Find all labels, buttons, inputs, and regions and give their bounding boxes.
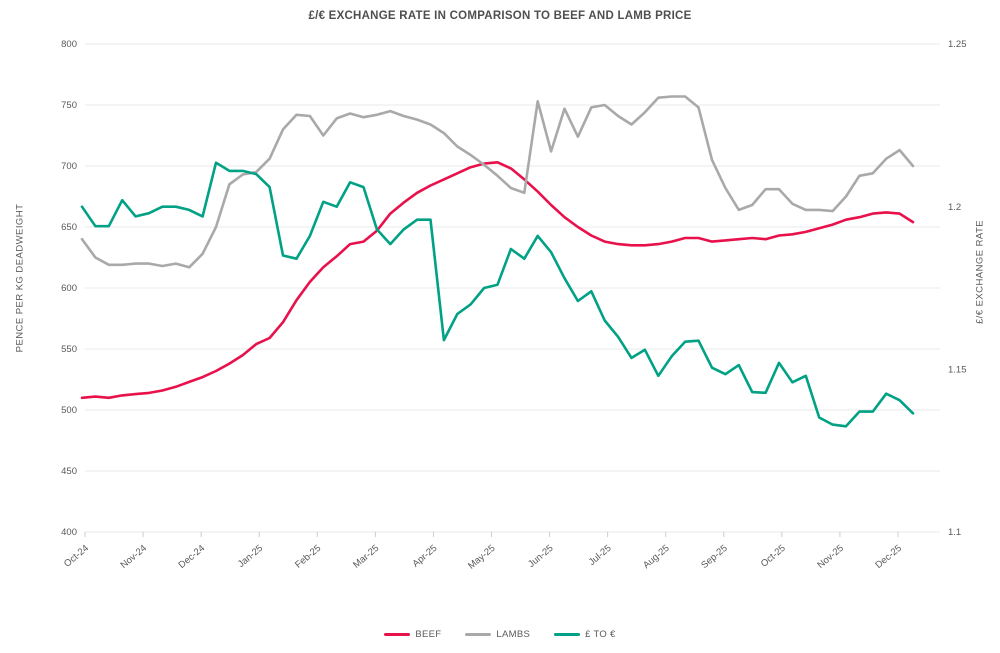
x-axis-tick-label: Jun-25 (526, 543, 555, 570)
left-axis-tick-label: 500 (61, 405, 77, 416)
left-axis-tick-label: 700 (61, 161, 77, 172)
left-axis-tick-label: 550 (61, 344, 77, 355)
legend-label: BEEF (415, 629, 442, 640)
series-line--to- (80, 161, 915, 428)
right-axis-tick-label: 1.15 (948, 365, 967, 376)
chart-title: £/€ EXCHANGE RATE IN COMPARISON TO BEEF … (308, 10, 692, 22)
right-axis-tick-label: 1.2 (948, 202, 961, 213)
x-axis-tick-label: Feb-25 (293, 543, 323, 571)
legend-label: £ TO € (585, 629, 616, 640)
legend-swatch (384, 633, 411, 636)
legend-item--to-[interactable]: £ TO € (554, 629, 616, 640)
left-axis-tick-label: 400 (61, 527, 77, 538)
legend-swatch (554, 633, 581, 636)
series-line-beef (80, 161, 915, 400)
x-axis-tick-label: Jan-25 (236, 543, 265, 570)
x-axis-tick-label: Jul-25 (587, 543, 614, 568)
left-axis-tick-label: 450 (61, 466, 77, 477)
left-axis-tick-label: 800 (61, 39, 77, 50)
left-axis-tick-label: 650 (61, 222, 77, 233)
legend-item-beef[interactable]: BEEF (384, 629, 441, 640)
x-axis-tick-label: Mar-25 (351, 543, 381, 571)
x-axis-tick-label: Nov-25 (815, 543, 846, 571)
right-axis-tick-label: 1.25 (948, 39, 967, 50)
series-line-lambs (80, 95, 915, 269)
legend-item-lambs[interactable]: LAMBS (465, 629, 530, 640)
right-axis-tick-label: 1.1 (948, 527, 961, 538)
legend-swatch (465, 633, 492, 636)
x-axis-tick-label: May-25 (466, 543, 497, 572)
left-axis-tick-label: 750 (61, 100, 77, 111)
x-axis-tick-label: Dec-25 (873, 543, 904, 571)
chart-legend: BEEF LAMBS £ TO € (0, 629, 1000, 640)
x-axis-tick-label: Aug-25 (641, 543, 672, 571)
x-axis-tick-label: Apr-25 (410, 543, 439, 570)
legend-label: LAMBS (496, 629, 531, 640)
x-axis-tick-label: Oct-24 (62, 543, 91, 570)
x-axis-tick-label: Sep-25 (699, 543, 730, 571)
left-axis-tick-label: 600 (61, 283, 77, 294)
x-axis-tick-label: Oct-25 (759, 543, 788, 570)
x-axis-tick-label: Dec-24 (177, 543, 208, 571)
x-axis-tick-label: Nov-24 (118, 543, 149, 571)
